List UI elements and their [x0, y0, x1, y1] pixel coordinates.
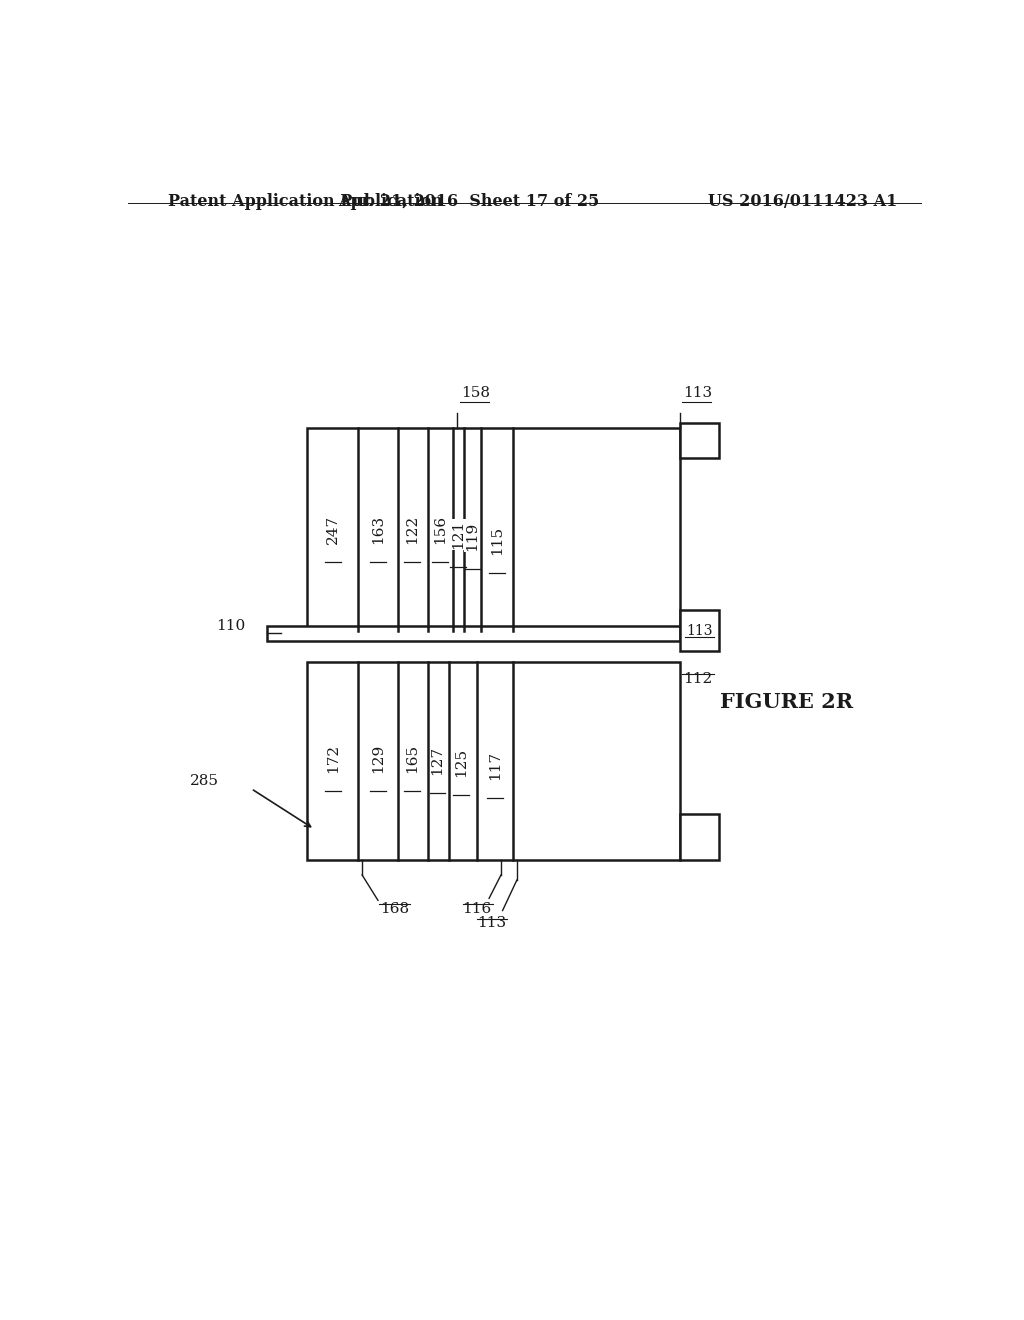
Text: 127: 127 — [430, 746, 444, 775]
Bar — [680, 422, 719, 458]
Text: 113: 113 — [684, 387, 713, 400]
Bar — [306, 661, 680, 859]
Text: 285: 285 — [190, 775, 219, 788]
Text: 247: 247 — [326, 515, 340, 544]
Text: 119: 119 — [465, 521, 478, 552]
Text: 121: 121 — [452, 520, 465, 549]
Text: 117: 117 — [487, 751, 502, 780]
Text: 110: 110 — [216, 619, 246, 634]
Text: 163: 163 — [371, 515, 385, 544]
Text: 113: 113 — [477, 916, 506, 929]
Text: 113: 113 — [686, 623, 713, 638]
Bar — [267, 626, 680, 642]
Text: 115: 115 — [490, 525, 504, 556]
Text: 168: 168 — [380, 903, 410, 916]
Text: 112: 112 — [684, 672, 713, 685]
Bar — [680, 610, 719, 651]
Text: FIGURE 2R: FIGURE 2R — [720, 692, 853, 713]
Text: Patent Application Publication: Patent Application Publication — [168, 193, 442, 210]
Text: 125: 125 — [455, 747, 468, 776]
Bar — [306, 428, 680, 631]
Text: US 2016/0111423 A1: US 2016/0111423 A1 — [709, 193, 898, 210]
Text: 116: 116 — [463, 903, 492, 916]
Text: 122: 122 — [406, 515, 419, 544]
Text: 172: 172 — [326, 743, 340, 772]
Text: Apr. 21, 2016  Sheet 17 of 25: Apr. 21, 2016 Sheet 17 of 25 — [339, 193, 600, 210]
Text: 156: 156 — [433, 515, 446, 544]
Bar — [680, 814, 719, 859]
Text: 165: 165 — [406, 743, 419, 772]
Text: 158: 158 — [461, 387, 490, 400]
Text: 129: 129 — [371, 743, 385, 772]
